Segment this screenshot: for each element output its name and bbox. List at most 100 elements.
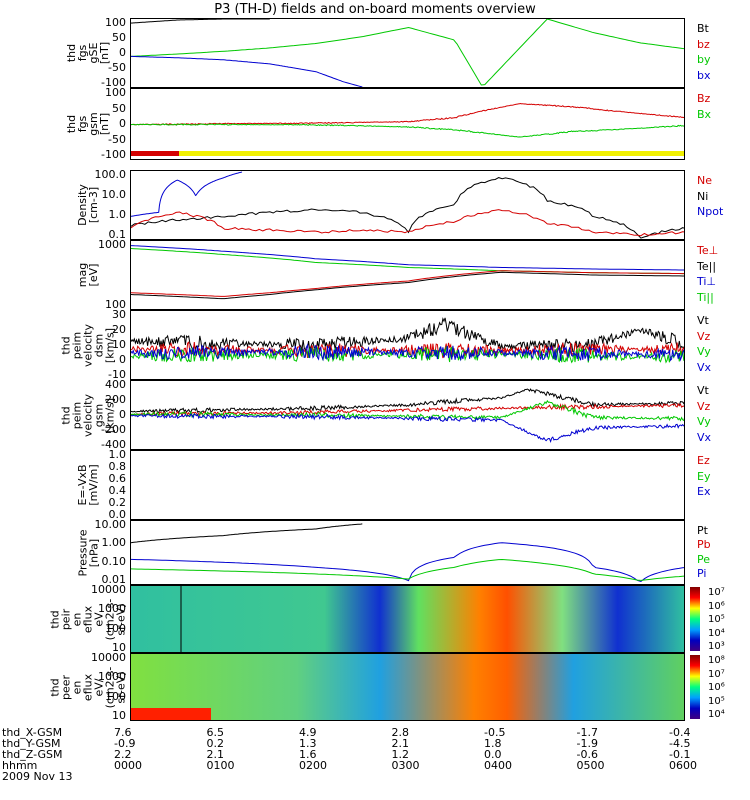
legend-density-0: Ne (697, 174, 712, 187)
plot-pressure (131, 523, 684, 583)
orbit-value-t: 0500 (576, 759, 605, 772)
legend-vel_e-3: Vx (697, 360, 712, 374)
panel-electrons (130, 653, 685, 721)
legend-efield-1: Ey (697, 469, 711, 483)
legend-vel_e-1: Vz (697, 329, 711, 343)
series-vel_e-Vt (131, 317, 684, 353)
orbit-value-y: 1.3 (299, 737, 317, 750)
series-vel_i-Vy (131, 399, 684, 422)
orbit-value-t: 0100 (206, 759, 235, 772)
series-fgs_gsm-Bx (131, 123, 684, 138)
panel-vel_i (130, 380, 685, 450)
legend-fgs-1: bz (697, 37, 710, 51)
ytick-fgs: 0 (119, 46, 126, 59)
row-label: thd_Y-GSM (2, 737, 61, 750)
orbit-value-y: 2.1 (391, 737, 410, 750)
series-fgs-by (131, 19, 684, 86)
plot-temp (131, 245, 684, 300)
ytick-pressure: 0.10 (101, 554, 127, 568)
ytick-ions: 100 (105, 621, 126, 635)
legend-density-2: Npot (697, 205, 724, 218)
legend-fgs_gsm-0: Bz (697, 92, 711, 105)
ytick-pressure: 10.00 (94, 518, 127, 531)
heatmap-ions (131, 586, 684, 652)
panel-ions (130, 585, 685, 653)
legend-vel_i-3: Vx (697, 430, 712, 444)
orbit-value-t: 0200 (299, 759, 327, 772)
orbit-value-z: -0.1 (669, 748, 691, 761)
ytick-density: 100.0 (94, 168, 127, 181)
legend-fgs-0: Bt (697, 22, 709, 35)
ytick-fgs: 100 (105, 16, 126, 29)
orbit-value-y: -4.5 (669, 737, 691, 750)
series-vel_i-Vx (131, 413, 684, 443)
plot-density (131, 171, 684, 239)
plot-ions (131, 586, 684, 652)
orbit-value-t: 0400 (484, 759, 512, 772)
series-vel_e-Vy (131, 345, 684, 364)
row-label: thd_Z-GSM (2, 748, 63, 761)
legend-efield-2: Ex (697, 485, 711, 498)
plot-vel_e (131, 317, 684, 364)
chart-title: P3 (TH-D) fields and on-board moments ov… (214, 2, 536, 17)
colorbar-label-electrons: 10⁸ (708, 655, 725, 666)
legend-temp-0: Te⊥ (697, 244, 719, 257)
ytick-fgs_gsm: 0 (119, 117, 126, 130)
ytick-electrons: 100 (105, 689, 126, 703)
series-fgs-Bt (131, 19, 270, 24)
ytick-vel_e: 0 (119, 353, 126, 366)
ytick-temp: 1000 (98, 238, 126, 251)
colorbar-label-electrons: 10⁴ (708, 709, 725, 720)
plot-electrons (131, 654, 684, 720)
row-label: hhmm (2, 759, 38, 772)
orbit-value-z: 1.2 (391, 748, 410, 761)
ytick-electrons: 10000 (91, 651, 126, 664)
colorbar-ions (690, 587, 700, 651)
orbit-value-x: -0.4 (669, 726, 691, 739)
legend-temp-3: Ti|| (697, 290, 714, 304)
series-vel_e-Vx (131, 343, 684, 362)
panel-density (130, 170, 685, 240)
colorbar-label-ions: 10⁷ (708, 587, 725, 598)
series-pressure-Pi (131, 542, 684, 583)
legend-fgs-2: by (697, 53, 711, 66)
series-pressure-Pt (131, 523, 363, 544)
series-temp-Te⊥ (131, 270, 684, 297)
ytick-efield: 1.0 (108, 448, 127, 461)
mode-bar-yellow (179, 151, 684, 156)
row-label: thd_X-GSM (2, 726, 63, 739)
legend-vel_i-2: Vy (697, 415, 711, 428)
ytick-electrons: 1000 (98, 670, 126, 684)
ytick-pressure: 0.01 (101, 573, 127, 586)
ytick-fgs_gsm: 50 (112, 101, 126, 115)
series-density-Ni (131, 177, 684, 239)
orbit-value-t: 0000 (114, 759, 142, 772)
orbit-value-y: -0.9 (114, 737, 136, 750)
orbit-value-x: 7.6 (114, 726, 132, 739)
colorbar-label-ions: 10⁴ (708, 627, 725, 639)
ytick-vel_i: -200 (101, 423, 126, 436)
orbit-value-z: 2.2 (114, 748, 132, 761)
ytick-density: 1.0 (108, 208, 127, 221)
legend-vel_i-0: Vt (697, 384, 709, 397)
legend-pressure-3: Pi (697, 566, 707, 580)
ytick-fgs: 50 (112, 31, 126, 44)
orbit-value-y: -1.9 (576, 737, 598, 750)
series-temp-Ti|| (131, 248, 684, 275)
plot-vel_i (131, 388, 684, 443)
orbit-value-t: 0600 (669, 759, 697, 772)
colorbar-label-ions: 10³ (708, 641, 725, 652)
mode-bar-red (131, 151, 179, 156)
ytick-ions: 10000 (91, 583, 126, 596)
series-density-Npot (131, 171, 243, 217)
plot-fgs_gsm (131, 102, 684, 156)
orbit-value-x: -0.5 (484, 726, 506, 739)
panel-temp (130, 240, 685, 310)
ytick-fgs_gsm: -50 (108, 132, 126, 146)
panel-vel_e (130, 310, 685, 380)
orbit-value-x: 6.5 (206, 726, 225, 739)
ytick-efield: 0.2 (108, 496, 127, 509)
colorbar-label-electrons: 10⁷ (708, 668, 725, 680)
orbit-value-z: 2.1 (206, 748, 225, 761)
orbit-value-t: 0300 (391, 759, 420, 772)
